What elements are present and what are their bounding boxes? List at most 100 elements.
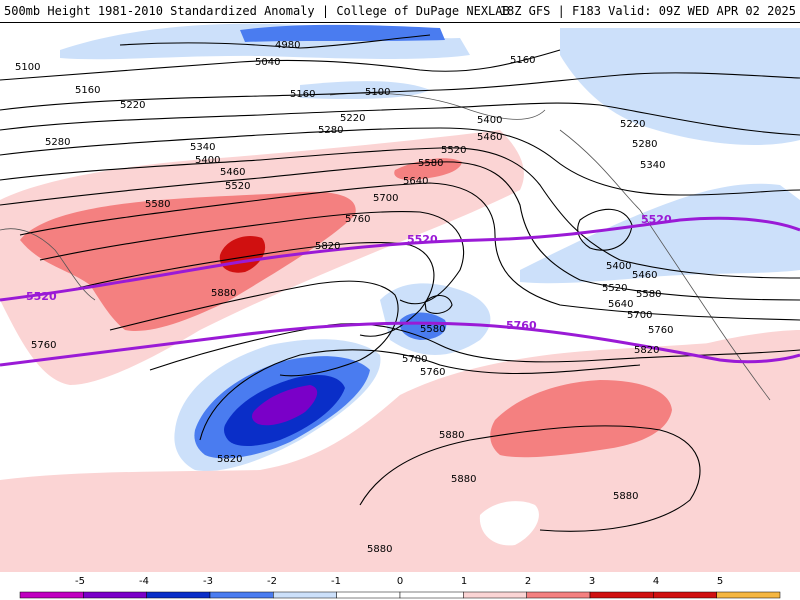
contour-label: 5880	[367, 544, 392, 555]
contour-label: 5340	[190, 142, 215, 153]
alaska-coastline	[329, 92, 546, 120]
map-title: 500mb Height 1981-2010 Standardized Anom…	[4, 4, 510, 18]
contour-line	[199, 349, 641, 441]
positive-anomaly-region	[700, 330, 800, 365]
contour-label: 5700	[402, 354, 427, 365]
contour-label: 5100	[365, 87, 390, 98]
contour-label: 5220	[620, 119, 645, 130]
legend-tick-label: 2	[525, 576, 531, 587]
legend-swatch	[589, 591, 654, 599]
contour-label: 5820	[217, 454, 242, 465]
contour-label: 5460	[220, 167, 245, 178]
contour-label: 5760	[31, 340, 56, 351]
anomaly-map: 4980 5040 5100 5100 5160 5160 5160 5220 …	[0, 23, 800, 572]
neutral-region	[479, 501, 539, 546]
contour-label: 5220	[340, 113, 365, 124]
legend-tick-label: 1	[461, 576, 467, 587]
model-run-info: 18Z GFS | F183 Valid: 09Z WED APR 02 202…	[499, 4, 796, 18]
contour-label: 5580	[145, 199, 170, 210]
contour-label: 5760	[345, 214, 370, 225]
contour-line	[0, 161, 800, 301]
contour-label: 5880	[613, 491, 638, 502]
contour-line	[39, 211, 465, 305]
legend-tick-label: -2	[267, 576, 277, 587]
legend-swatch	[19, 591, 84, 599]
contour-line	[424, 295, 453, 314]
contour-label: 4980	[275, 40, 300, 51]
contour-label: 5280	[318, 125, 343, 136]
contour-label: 5760	[648, 325, 673, 336]
contour-line	[359, 425, 701, 532]
contour-label: 5400	[477, 115, 502, 126]
highlight-5760-line	[0, 321, 800, 367]
contour-label: 5460	[632, 270, 657, 281]
contour-label: 5520	[602, 283, 627, 294]
legend-swatch	[716, 591, 781, 599]
contour-label: 5640	[403, 176, 428, 187]
contour-label: 5160	[75, 85, 100, 96]
contour-line	[109, 280, 399, 377]
contour-label: 5580	[418, 158, 443, 169]
highlight-5520-line	[0, 216, 800, 302]
contour-line	[19, 182, 800, 321]
legend-tick-label: 0	[397, 576, 403, 587]
height-contours	[0, 34, 800, 532]
contour-line	[0, 72, 800, 111]
contour-label: 5820	[634, 345, 659, 356]
highlight-label: 5520	[641, 213, 672, 226]
contour-label: 5400	[606, 261, 631, 272]
highlight-label: 5520	[26, 290, 57, 303]
contour-label: 5160	[510, 55, 535, 66]
highlighted-contours	[0, 216, 800, 367]
contour-line	[0, 147, 800, 279]
legend-swatch	[463, 591, 527, 599]
contour-label: 5340	[640, 160, 665, 171]
contour-label: 5580	[420, 324, 445, 335]
contour-label: 5280	[632, 139, 657, 150]
contour-label: 5520	[441, 145, 466, 156]
contour-labels: 4980 5040 5100 5100 5160 5160 5160 5220 …	[15, 40, 673, 555]
contour-label: 5460	[477, 132, 502, 143]
anomaly-color-legend: -5 -4 -3 -2 -1 0 1 2 3 4 5	[0, 572, 800, 600]
legend-swatch	[336, 591, 401, 599]
contour-label: 5820	[315, 241, 340, 252]
legend-tick-label: 5	[717, 576, 723, 587]
contour-label: 5520	[225, 181, 250, 192]
legend-swatch	[209, 591, 274, 599]
legend-swatch	[399, 591, 464, 599]
contour-label: 5760	[420, 367, 445, 378]
contour-line	[0, 49, 561, 81]
contour-line	[69, 241, 435, 337]
legend-swatch	[83, 591, 147, 599]
contour-label: 5880	[211, 288, 236, 299]
contour-label: 5040	[255, 57, 280, 68]
highlight-labels: 5520 5520 5520 5760	[26, 213, 672, 332]
legend-ticks: -5 -4 -3 -2 -1 0 1 2 3 4 5	[75, 576, 723, 587]
legend-tick-label: -1	[331, 576, 341, 587]
negative-anomaly-region	[251, 385, 318, 426]
contour-line	[577, 208, 633, 251]
contour-label: 5700	[373, 193, 398, 204]
contour-label: 5100	[15, 62, 40, 73]
map-header: 500mb Height 1981-2010 Standardized Anom…	[0, 0, 800, 23]
legend-tick-label: 3	[589, 576, 595, 587]
negative-anomaly-region	[520, 183, 800, 284]
negative-anomaly-region	[560, 28, 800, 145]
contour-line	[119, 34, 431, 49]
contour-label: 5580	[636, 289, 661, 300]
north-america-coastline	[559, 129, 771, 401]
contour-label: 5280	[45, 137, 70, 148]
negative-anomaly-region	[240, 24, 445, 42]
contour-label: 5700	[627, 310, 652, 321]
contour-line	[0, 102, 800, 136]
legend-swatch	[146, 591, 211, 599]
highlight-label: 5760	[506, 319, 537, 332]
legend-tick-label: -5	[75, 576, 85, 587]
anomaly-fills	[0, 23, 800, 572]
contour-label: 5220	[120, 100, 145, 111]
contour-label: 5400	[195, 155, 220, 166]
contour-line	[149, 323, 800, 371]
legend-swatch	[526, 591, 591, 599]
positive-anomaly-region	[490, 380, 672, 458]
legend-swatch	[653, 591, 717, 599]
